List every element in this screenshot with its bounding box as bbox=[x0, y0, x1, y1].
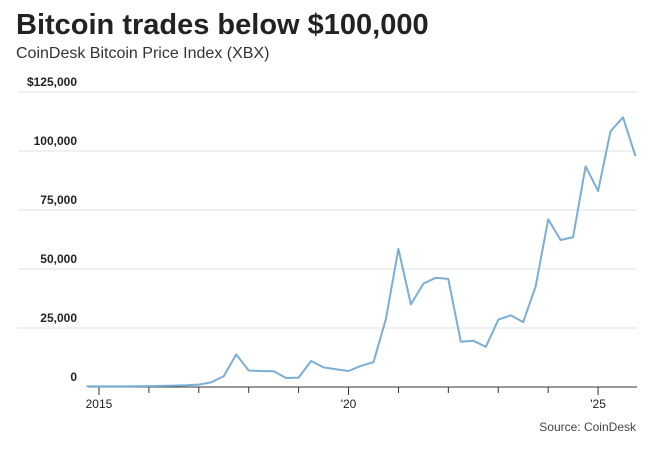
y-tick-label: 0 bbox=[70, 370, 77, 384]
y-tick-label: 75,000 bbox=[40, 193, 77, 207]
y-tick-label: 100,000 bbox=[34, 134, 78, 148]
y-tick-label: 25,000 bbox=[40, 311, 77, 325]
x-tick-label: '20 bbox=[341, 397, 357, 411]
price-line bbox=[86, 116, 637, 388]
y-tick-label: $125,000 bbox=[27, 75, 77, 89]
x-tick-label: '25 bbox=[590, 397, 606, 411]
y-tick-label: 50,000 bbox=[40, 252, 77, 266]
x-tick-label: 2015 bbox=[86, 397, 113, 411]
chart-title: Bitcoin trades below $100,000 bbox=[16, 9, 429, 41]
source: Source: CoinDesk bbox=[539, 420, 637, 434]
chart-subtitle: CoinDesk Bitcoin Price Index (XBX) bbox=[16, 45, 269, 62]
